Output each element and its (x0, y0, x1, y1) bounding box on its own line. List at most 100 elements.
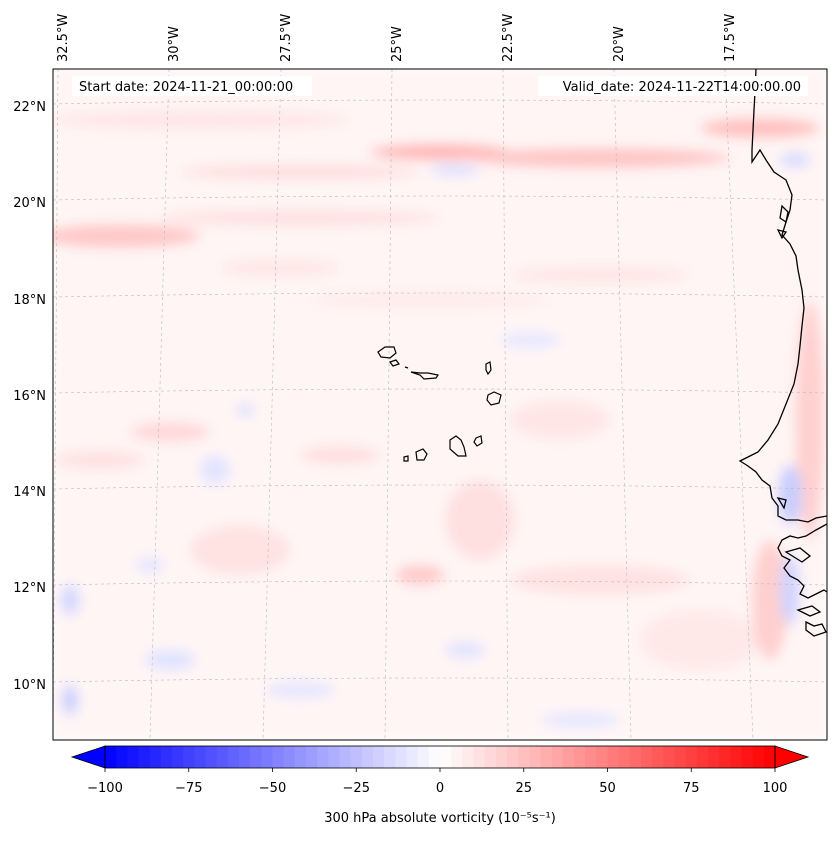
positive-patch (640, 610, 760, 670)
map-panel: Start date: 2024-11-21_00:00:00 Valid_da… (53, 69, 827, 740)
colorbar-cell (261, 746, 274, 768)
colorbar-cell (574, 746, 586, 768)
positive-patch (190, 525, 290, 575)
colorbar-cells (105, 746, 776, 768)
africa-coastline (738, 69, 827, 637)
positive-patch (310, 292, 550, 308)
colorbar-cell (674, 746, 687, 768)
vorticity-field (53, 69, 827, 740)
colorbar-cell (440, 746, 452, 768)
lat-label: 18°N (13, 293, 46, 308)
colorbar-cell (529, 746, 542, 768)
parallel (53, 195, 827, 201)
island-brava (403, 455, 409, 462)
positive-patch (510, 267, 690, 283)
colorbar-cell (116, 746, 128, 768)
colorbar-cell (272, 746, 285, 768)
meridian (149, 69, 170, 740)
lat-label: 20°N (13, 196, 46, 211)
valid-date-box (538, 76, 808, 96)
colorbar-cell (618, 746, 631, 768)
positive-band (470, 148, 730, 168)
colorbar-cell (596, 746, 609, 768)
cape-verde-islands (377, 346, 502, 462)
negative-patch (200, 455, 230, 485)
negative-patch (780, 153, 810, 167)
colorbar-cell (551, 746, 564, 768)
lon-label: 32.5°W (56, 14, 71, 62)
lon-label: 22.5°W (501, 14, 516, 62)
negative-patch (430, 165, 480, 175)
meridian (613, 69, 632, 740)
coastline (784, 547, 812, 563)
colorbar-cell (607, 746, 620, 768)
island-santo-antao (377, 346, 397, 359)
colorbar-cell (105, 746, 117, 768)
coastline (777, 523, 827, 599)
coastline (805, 620, 827, 637)
colorbar-cell (172, 746, 184, 768)
start-date-box (72, 76, 312, 96)
positive-band (180, 165, 420, 179)
colorbar-tick-label: 25 (515, 781, 532, 796)
colorbar-tick-label: −75 (175, 781, 202, 796)
colorbar-cell (752, 746, 765, 768)
colorbar-cell (484, 746, 497, 768)
colorbar-label: 300 hPa absolute vorticity (10⁻⁵s⁻¹) (324, 811, 556, 826)
colorbar-tick-label: −25 (343, 781, 370, 796)
colorbar-max-extension (774, 745, 810, 769)
coastline (796, 605, 822, 617)
negative-patch (136, 557, 164, 573)
island-santiago (449, 435, 467, 457)
island-sao-nicolau (410, 371, 439, 380)
colorbar-tick-label: −100 (87, 781, 123, 796)
negative-patch (237, 404, 253, 416)
meridian (502, 69, 509, 740)
lon-label: 25°W (390, 26, 405, 62)
parallel (53, 580, 827, 586)
meridian (53, 69, 59, 740)
meridian (384, 69, 393, 740)
positive-band (160, 210, 440, 226)
colorbar-cell (294, 746, 307, 768)
colorbar-cell (205, 746, 218, 768)
parallel (53, 292, 827, 298)
negative-patch (62, 685, 78, 715)
colorbar-cell (361, 746, 374, 768)
colorbar-cell (350, 746, 363, 768)
island-sal (485, 361, 492, 376)
colorbar-tick-label: 100 (763, 781, 788, 796)
negative-patch (778, 465, 802, 525)
meridian (262, 69, 282, 740)
start-date-label: Start date: 2024-11-21_00:00:00 (79, 80, 293, 95)
parallel (53, 388, 827, 394)
colorbar-cell (518, 746, 530, 768)
colorbar-cell (741, 746, 754, 768)
lat-label: 10°N (13, 678, 46, 693)
positive-patch (795, 300, 825, 540)
colorbar-tick-label: 50 (599, 781, 616, 796)
colorbar-cell (149, 746, 162, 768)
colorbar-cell (406, 746, 419, 768)
island-santa-luzia (404, 366, 409, 369)
colorbar-cell (685, 746, 698, 768)
negative-patch (265, 682, 335, 698)
colorbar-tick-labels: −100 −75 −50 −25 0 25 50 75 100 (87, 781, 787, 796)
colorbar-cell (227, 746, 240, 768)
positive-patch (445, 480, 515, 560)
colorbar-cell (641, 746, 653, 768)
map-frame (52, 68, 828, 741)
negative-patch (540, 712, 620, 728)
colorbar-cell (495, 746, 508, 768)
positive-patch (130, 422, 210, 442)
colorbar-cell (127, 746, 140, 768)
colorbar-min-extension (70, 745, 106, 769)
island-sao-vicente (389, 359, 400, 367)
colorbar-cell (395, 746, 408, 768)
valid-date-label: Valid_date: 2024-11-22T14:00:00.00 (563, 80, 801, 95)
colorbar-tick-label: 75 (683, 781, 700, 796)
island-fogo (415, 448, 428, 461)
colorbar-cell (562, 746, 575, 768)
island-boa-vista (486, 391, 502, 406)
